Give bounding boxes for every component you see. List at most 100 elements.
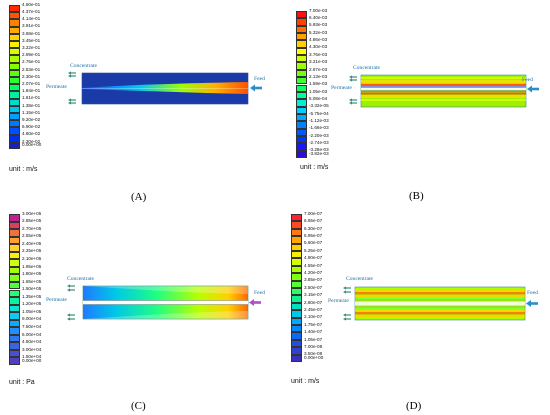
legend-swatch — [291, 221, 302, 229]
concentrate-arrow — [67, 288, 75, 292]
legend-row: 2.99e-01 — [9, 52, 41, 63]
legend-swatch — [296, 106, 307, 114]
legend-tick-label: 2.67e-03 — [309, 66, 328, 72]
legend-tick-label: 0.00e+00 — [304, 355, 324, 360]
legend-tick-label: 1.35e+05 — [22, 293, 42, 299]
legend-swatch — [9, 12, 20, 20]
legend-swatch — [296, 143, 307, 151]
legend-tick-label: 3.50e-07 — [304, 284, 323, 290]
legend-tick-label: 5.25e-07 — [304, 247, 323, 253]
legend-swatch — [9, 236, 20, 245]
permeate-arrow — [67, 317, 75, 321]
unit-label-b: unit : m/s — [300, 164, 329, 171]
legend-swatch — [9, 327, 20, 335]
legend-tick-label: 4.55e-07 — [304, 262, 323, 268]
legend-swatch — [9, 266, 20, 275]
legend-swatch — [291, 288, 302, 296]
legend-tick-label: 5.60e-07 — [304, 240, 323, 246]
feed-label-b: Feed — [522, 77, 533, 83]
legend-tick-label: 2.99e-01 — [22, 52, 41, 58]
permeate-arrow — [67, 313, 75, 317]
legend-tick-label: 4.30e-03 — [309, 44, 328, 50]
legend-row: 2.13e-03 — [296, 73, 328, 85]
legend-tick-label: 2.10e+05 — [22, 256, 42, 261]
legend-row: 1.84e-01 — [9, 88, 40, 99]
legend-tick-label: 1.95e+05 — [22, 263, 42, 269]
legend-row: 3.76e-03 — [296, 52, 327, 63]
membrane-gap — [83, 300, 248, 305]
legend-row: 5.95e-07 — [291, 232, 323, 244]
feed-label-a: Feed — [254, 76, 265, 82]
legend-row: 3.00e+05 — [9, 210, 42, 222]
panel-d: 7.00e-07 6.65e-07 6.30e-07 5.95e-07 5.60e-07… — [275, 208, 550, 415]
legend-tick-label: 3.21e-03 — [309, 59, 328, 65]
legend-tick-label: 3.00e+05 — [22, 210, 42, 216]
feed-arrow — [250, 84, 262, 92]
legend-swatch — [9, 141, 20, 149]
legend-swatch — [296, 55, 307, 63]
legend-swatch — [9, 127, 20, 135]
legend-tick-label: 3.00e+04 — [22, 346, 42, 352]
legend-tick-label: 5.95e-07 — [304, 232, 323, 238]
channel-a — [68, 71, 262, 105]
legend-swatch — [296, 25, 307, 34]
legend-tick-label: 9.20e-02 — [22, 116, 41, 122]
legend-tick-label: 3.45e-01 — [22, 37, 41, 43]
legend-tick-label: 1.59e-03 — [309, 81, 328, 87]
legend-row: -3.32e-05 — [296, 104, 329, 114]
concentrate-label-b: Concentrate — [353, 65, 381, 71]
legend-row: 2.55e+05 — [9, 234, 41, 245]
legend-tick-label: 6.40e-03 — [309, 15, 328, 21]
legend-tick-label: 5.32e-03 — [309, 29, 328, 35]
legend-tick-label: 1.61e-01 — [22, 95, 41, 101]
legend-tick-label: 2.13e-03 — [309, 73, 328, 79]
legend-tick-label: 4.14e-01 — [22, 16, 41, 22]
legend-swatch — [9, 69, 20, 77]
legend-tick-label: -5.75e-04 — [309, 110, 329, 116]
legend-swatch — [291, 325, 302, 333]
legend-row: 1.40e-07 — [291, 329, 322, 340]
legend-tick-label: 2.30e-01 — [22, 73, 41, 79]
legend-swatch — [9, 19, 20, 27]
permeate-arrow — [68, 98, 76, 102]
legend-tick-label: 1.05e-03 — [309, 88, 328, 94]
legend-swatch — [291, 317, 302, 325]
legend-row: 6.40e-03 — [296, 15, 328, 26]
legend-tick-label: 4.60e-02 — [22, 131, 41, 137]
legend-tick-label: 4.60e-01 — [22, 1, 41, 7]
concentrate-arrow — [68, 74, 76, 78]
legend-row: 4.30e-03 — [296, 44, 328, 56]
legend-row: 7.00e-03 — [296, 8, 327, 19]
legend-tick-label: -3.28e-03 — [309, 147, 329, 153]
permeate-arrow — [349, 98, 357, 102]
legend-swatch — [9, 98, 20, 106]
legend-swatch — [296, 62, 307, 70]
caption-b: (B) — [409, 190, 424, 202]
legend-swatch — [291, 273, 302, 281]
legend-swatch — [296, 18, 307, 26]
legend-tick-label: 7.00e-08 — [304, 343, 323, 349]
legend-swatch — [291, 251, 302, 259]
legend-row: 5.25e-07 — [291, 247, 323, 259]
legend-swatch — [291, 280, 302, 288]
legend-row: 2.85e+05 — [9, 219, 41, 230]
legend-swatch — [291, 295, 302, 303]
legend-swatch — [296, 77, 307, 85]
concentrate-label-c: Concentrate — [67, 276, 95, 282]
legend-tick-label: 7.50e+04 — [22, 323, 42, 329]
legend-row: 3.21e-03 — [296, 59, 328, 70]
legend-row: 2.10e-07 — [291, 315, 322, 325]
legend-row: 2.10e+05 — [9, 256, 42, 267]
legend-row: 7.00e-07 — [291, 211, 322, 222]
legend-swatch — [9, 55, 20, 63]
legend-tick-label: 3.68e-01 — [22, 30, 41, 36]
legend-row: 2.67e-03 — [296, 66, 328, 78]
legend-swatch — [9, 33, 20, 41]
legend-row: 1.61e-01 — [9, 95, 41, 106]
legend-tick-label: 6.00e+04 — [22, 331, 42, 337]
legend-tick-label: -3.82e-03 — [309, 151, 329, 157]
feed-label-d: Feed — [527, 290, 538, 296]
legend-row: 1.38e-01 — [9, 103, 40, 113]
permeate-label-c: Permeate — [46, 297, 67, 303]
legend-swatch — [9, 41, 20, 49]
